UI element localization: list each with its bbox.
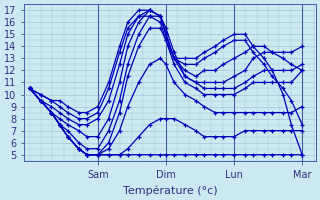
X-axis label: Température (°c): Température (°c) bbox=[123, 185, 217, 196]
